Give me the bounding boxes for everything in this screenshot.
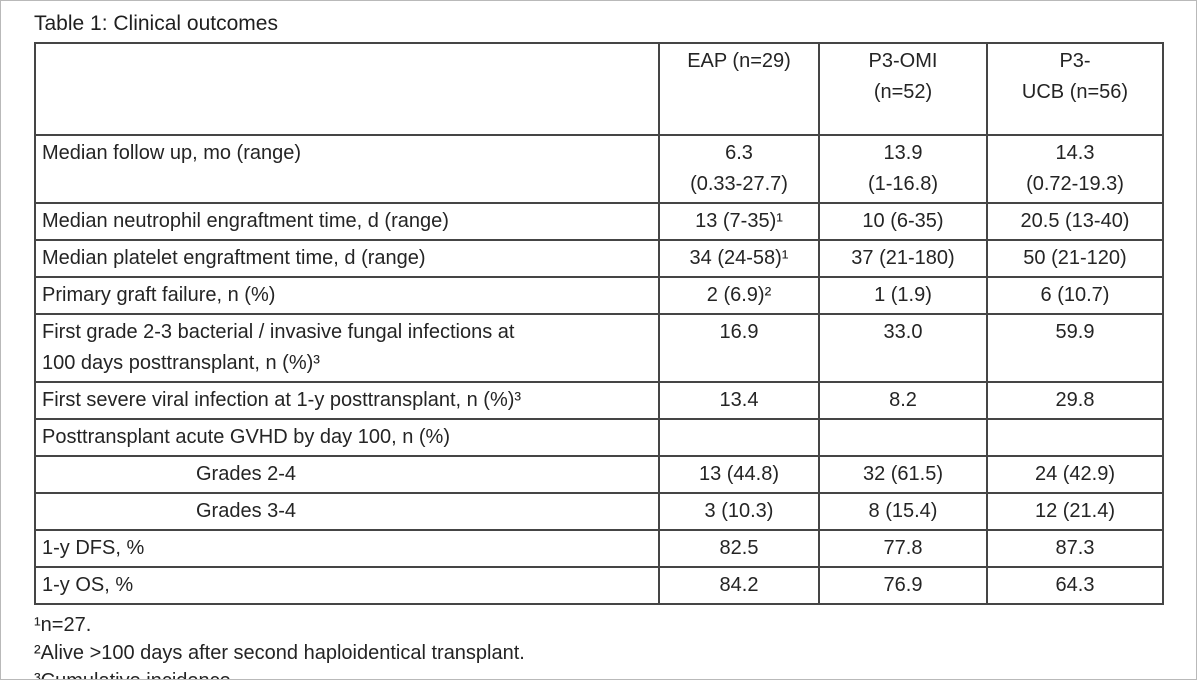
row-label: Median platelet engraftment time, d (ran… <box>34 239 660 279</box>
value-cell: 20.5 (13-40) <box>986 202 1164 242</box>
row-label: Posttransplant acute GVHD by day 100, n … <box>34 418 660 458</box>
table-row: Primary graft failure, n (%) 2 (6.9)² 1 … <box>34 276 1164 316</box>
value-cell: 8.2 <box>818 381 988 421</box>
value-cell: 13.9 (1-16.8) <box>818 134 988 205</box>
table-footnotes: ¹n=27. ²Alive >100 days after second hap… <box>34 611 1196 679</box>
value-cell: 82.5 <box>658 529 820 569</box>
value-cell: 13 (44.8) <box>658 455 820 495</box>
value-cell: 77.8 <box>818 529 988 569</box>
value-cell <box>986 418 1164 458</box>
clinical-outcomes-table: EAP (n=29) P3-OMI (n=52) P3- UCB (n=56) … <box>34 42 1164 606</box>
value-cell: 13 (7-35)¹ <box>658 202 820 242</box>
value-cell: 1 (1.9) <box>818 276 988 316</box>
value-cell <box>658 418 820 458</box>
row-label: 1-y OS, % <box>34 566 660 606</box>
value-cell: 59.9 <box>986 313 1164 384</box>
table-row: Posttransplant acute GVHD by day 100, n … <box>34 418 1164 458</box>
value-cell: 2 (6.9)² <box>658 276 820 316</box>
value-cell: 50 (21-120) <box>986 239 1164 279</box>
value-cell: 10 (6-35) <box>818 202 988 242</box>
table-caption: Table 1: Clinical outcomes <box>34 12 278 35</box>
value-cell: 29.8 <box>986 381 1164 421</box>
value-cell: 24 (42.9) <box>986 455 1164 495</box>
table-row: 1-y DFS, % 82.5 77.8 87.3 <box>34 529 1164 569</box>
value-cell: 16.9 <box>658 313 820 384</box>
header-cell-p3-omi: P3-OMI (n=52) <box>818 42 988 137</box>
row-label: Median follow up, mo (range) <box>34 134 660 205</box>
row-label: 1-y DFS, % <box>34 529 660 569</box>
value-cell: 64.3 <box>986 566 1164 606</box>
value-cell: 8 (15.4) <box>818 492 988 532</box>
table-row: First grade 2-3 bacterial / invasive fun… <box>34 313 1164 384</box>
header-cell-p3-ucb: P3- UCB (n=56) <box>986 42 1164 137</box>
value-cell: 87.3 <box>986 529 1164 569</box>
table-row: Median neutrophil engraftment time, d (r… <box>34 202 1164 242</box>
table-header-row: EAP (n=29) P3-OMI (n=52) P3- UCB (n=56) <box>34 42 1164 137</box>
value-cell <box>818 418 988 458</box>
value-cell: 33.0 <box>818 313 988 384</box>
value-cell: 76.9 <box>818 566 988 606</box>
value-cell: 37 (21-180) <box>818 239 988 279</box>
footnote-3: ³Cumulative incidence. <box>34 667 1196 679</box>
value-cell: 6 (10.7) <box>986 276 1164 316</box>
value-cell: 34 (24-58)¹ <box>658 239 820 279</box>
footnote-1: ¹n=27. <box>34 614 92 637</box>
value-cell: 14.3 (0.72-19.3) <box>986 134 1164 205</box>
row-label: Median neutrophil engraftment time, d (r… <box>34 202 660 242</box>
value-cell: 13.4 <box>658 381 820 421</box>
row-label: Primary graft failure, n (%) <box>34 276 660 316</box>
table-row: First severe viral infection at 1-y post… <box>34 381 1164 421</box>
row-label: Grades 2-4 <box>34 455 660 495</box>
header-cell-eap: EAP (n=29) <box>658 42 820 137</box>
table-row: 1-y OS, % 84.2 76.9 64.3 <box>34 566 1164 606</box>
row-label: First grade 2-3 bacterial / invasive fun… <box>34 313 660 384</box>
value-cell: 84.2 <box>658 566 820 606</box>
table-row: Median platelet engraftment time, d (ran… <box>34 239 1164 279</box>
table-row: Median follow up, mo (range) 6.3 (0.33-2… <box>34 134 1164 205</box>
row-label: First severe viral infection at 1-y post… <box>34 381 660 421</box>
value-cell: 32 (61.5) <box>818 455 988 495</box>
header-cell-empty <box>34 42 660 137</box>
value-cell: 3 (10.3) <box>658 492 820 532</box>
row-label: Grades 3-4 <box>34 492 660 532</box>
table-row: Grades 2-4 13 (44.8) 32 (61.5) 24 (42.9) <box>34 455 1164 495</box>
table-row: Grades 3-4 3 (10.3) 8 (15.4) 12 (21.4) <box>34 492 1164 532</box>
footnote-2: ²Alive >100 days after second haploident… <box>34 642 525 665</box>
value-cell: 12 (21.4) <box>986 492 1164 532</box>
value-cell: 6.3 (0.33-27.7) <box>658 134 820 205</box>
